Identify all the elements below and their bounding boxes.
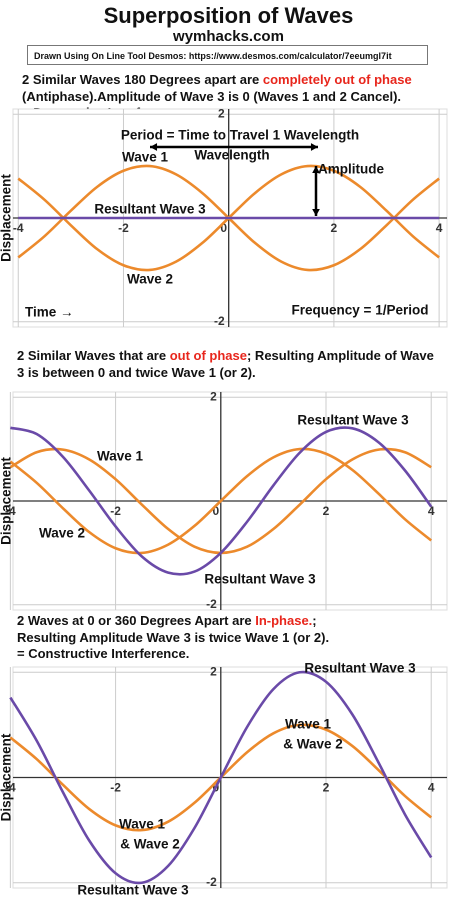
x-tick-label: 0: [212, 504, 219, 518]
wave-line: [10, 426, 433, 576]
y-axis-label: Displacement: [0, 457, 14, 545]
annotation: Wave 1: [119, 817, 166, 832]
annotation: Wave 2: [39, 526, 85, 541]
x-tick-label: -4: [5, 504, 16, 518]
heading-text: completely out of phase: [262, 72, 412, 87]
y-axis-label: Displacement: [0, 174, 14, 262]
y-tick-label: -2: [206, 597, 217, 611]
annotation: Resultant Wave 3: [77, 883, 189, 898]
arrow-head: [312, 208, 320, 216]
x-tick-label: 2: [323, 504, 330, 518]
y-tick-label: 2: [210, 664, 217, 678]
annotation: Wavelength: [194, 148, 269, 163]
heading-line: 2 Similar Waves that are out of phase; R…: [17, 348, 442, 381]
annotation: Resultant Wave 3: [297, 413, 409, 428]
chart: -4 -2 0 2 4 -2 2 Displacement Period = Time to T…: [0, 106, 448, 328]
wave-line: [9, 447, 433, 555]
chart-heading: 2 Waves at 0 or 360 Degrees Apart are In…: [17, 613, 442, 663]
heading-text: 2 Waves at 0 or 360 Degrees Apart are: [17, 613, 256, 628]
heading-text: ;: [312, 613, 317, 628]
chart: -4 -2 0 2 4 -2 2 Displacement Resultant Wave 3 Wa…: [0, 389, 448, 611]
arrow: [312, 166, 320, 216]
source-note: Drawn Using On Line Tool Desmos: https:/…: [27, 45, 428, 65]
y-axis-label: Displacement: [0, 733, 14, 821]
chart-heading: 2 Similar Waves that are out of phase; R…: [17, 348, 442, 381]
heading-line: 2 Waves at 0 or 360 Degrees Apart are In…: [17, 613, 442, 630]
annotation: Resultant Wave 3: [304, 661, 416, 676]
annotation: Resultant Wave 3: [94, 202, 206, 217]
heading-text: ; Resulting Amplitude of Wave 3 is betwe…: [17, 348, 434, 380]
x-tick-label: 2: [331, 221, 338, 235]
arrow-head: [150, 143, 158, 151]
annotation: Period = Time to Travel 1 Wavelength: [121, 128, 359, 143]
annotation: & Wave 2: [120, 837, 180, 852]
x-tick-label: -2: [118, 221, 129, 235]
annotation: Amplitude: [318, 162, 384, 177]
annotation: Wave 1: [122, 150, 169, 165]
heading-text: = Constructive Interference.: [17, 646, 190, 661]
annotation: Resultant Wave 3: [204, 572, 316, 587]
heading-line: = Constructive Interference.: [17, 646, 442, 663]
x-tick-label: -2: [110, 504, 121, 518]
x-tick-label: -2: [110, 781, 121, 795]
arrow: [150, 143, 318, 151]
annotation: Time →: [25, 305, 74, 320]
heading-line: Resulting Amplitude Wave 3 is twice Wave…: [17, 630, 442, 647]
wave-line: [9, 670, 433, 885]
y-tick-label: -2: [206, 875, 217, 889]
y-tick-label: -2: [214, 314, 225, 328]
x-tick-label: -4: [5, 781, 16, 795]
y-tick-label: 2: [210, 389, 217, 403]
annotation: & Wave 2: [283, 737, 343, 752]
heading-text: Resulting Amplitude Wave 3 is twice Wave…: [17, 629, 330, 645]
page-title: Superposition of Waves: [103, 3, 354, 28]
site-name: wymhacks.com: [173, 28, 284, 45]
annotation: Wave 2: [127, 272, 173, 287]
heading-line: 2 Similar Waves 180 Degrees apart are co…: [22, 72, 447, 105]
annotation: Wave 1: [97, 449, 144, 464]
heading-text: (Antiphase).Amplitude of Wave 3 is 0 (Wa…: [22, 88, 402, 104]
heading-text: In-phase.: [255, 613, 313, 628]
x-tick-label: 2: [323, 781, 330, 795]
y-tick-label: 2: [218, 106, 225, 120]
annotation: Frequency = 1/Period: [292, 303, 429, 318]
heading-text: 2 Similar Waves 180 Degrees apart are: [22, 72, 263, 87]
x-tick-label: 4: [436, 221, 443, 235]
heading-text: out of phase: [169, 348, 247, 363]
x-tick-label: 0: [220, 221, 227, 235]
x-tick-label: -4: [13, 221, 24, 235]
arrow-head: [312, 166, 320, 174]
heading-text: 2 Similar Waves that are: [17, 348, 170, 363]
x-tick-label: 4: [428, 504, 435, 518]
x-tick-label: 4: [428, 781, 435, 795]
annotation: Wave 1: [285, 717, 332, 732]
arrow-head: [310, 143, 318, 151]
